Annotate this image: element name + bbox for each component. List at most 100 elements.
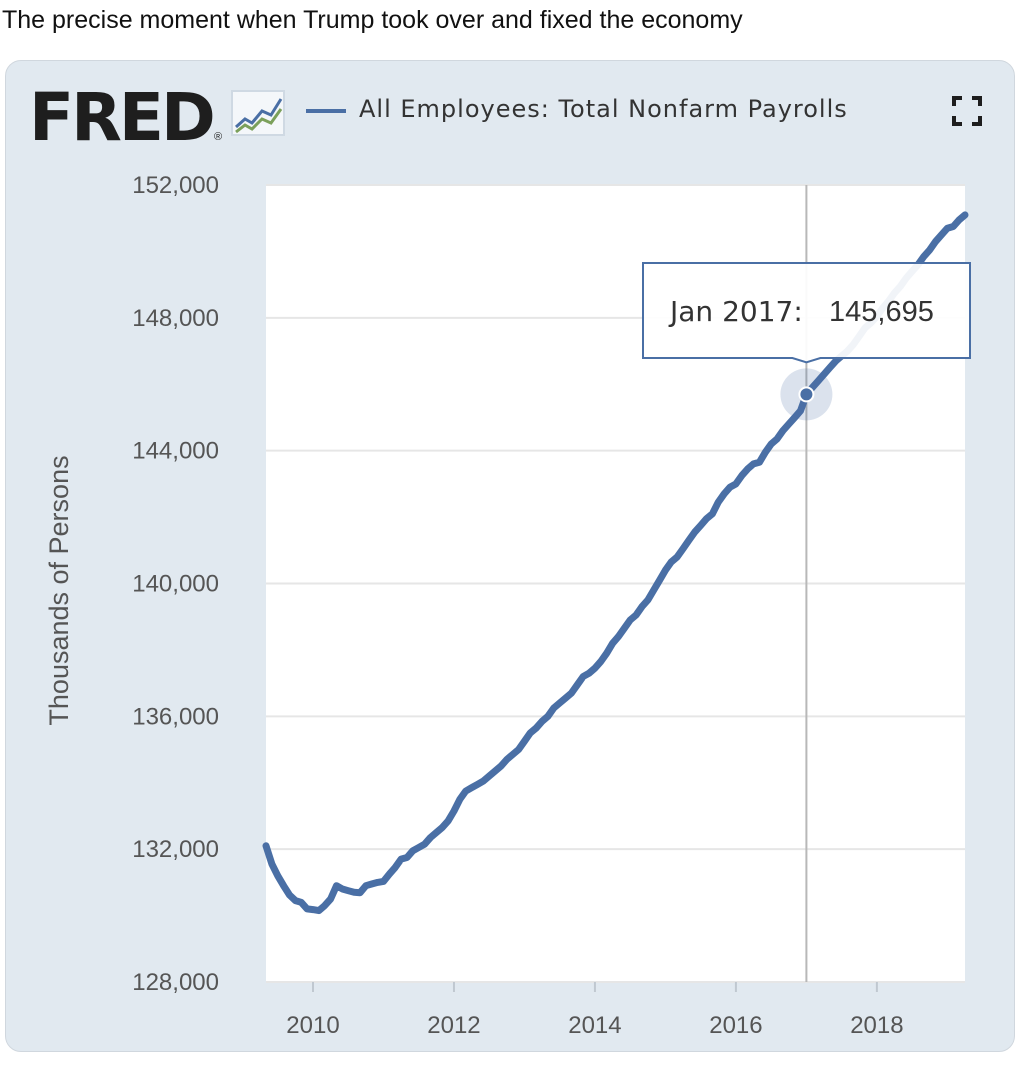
data-point bbox=[570, 692, 572, 694]
data-point bbox=[435, 832, 437, 834]
data-point bbox=[946, 227, 948, 229]
line-graph-icon bbox=[231, 90, 285, 136]
data-point bbox=[741, 475, 743, 477]
y-tick-label: 148,000 bbox=[132, 305, 219, 332]
data-point bbox=[711, 513, 713, 515]
data-point bbox=[623, 627, 625, 629]
y-tick-labels: 128,000 132,000 136,000 140,000 144,000 148,0… bbox=[132, 172, 219, 996]
data-point bbox=[688, 539, 690, 541]
legend-series-name[interactable]: All Employees: Total Nonfarm Payrolls bbox=[359, 95, 848, 123]
x-tick-label: 2018 bbox=[850, 1012, 903, 1039]
data-point bbox=[289, 894, 291, 896]
data-point bbox=[770, 443, 772, 445]
tooltip-box bbox=[642, 262, 971, 364]
data-point bbox=[371, 883, 373, 885]
data-point bbox=[465, 790, 467, 792]
data-point bbox=[318, 910, 320, 912]
data-point bbox=[294, 900, 296, 902]
data-point bbox=[365, 885, 367, 887]
data-point bbox=[594, 667, 596, 669]
x-tick-label: 2016 bbox=[709, 1012, 762, 1039]
y-tick-label: 140,000 bbox=[132, 571, 219, 598]
chart: 128,000 132,000 136,000 140,000 144,000 148,0… bbox=[44, 172, 971, 1039]
data-point bbox=[776, 438, 778, 440]
data-point bbox=[506, 759, 508, 761]
data-point bbox=[336, 885, 338, 887]
data-point bbox=[653, 589, 655, 591]
data-point bbox=[717, 501, 719, 503]
data-point bbox=[447, 820, 449, 822]
data-point bbox=[482, 780, 484, 782]
data-point bbox=[941, 234, 943, 236]
data-point bbox=[330, 898, 332, 900]
data-point bbox=[306, 908, 308, 910]
fred-registered-mark: ® bbox=[214, 131, 223, 143]
y-tick-label: 136,000 bbox=[132, 703, 219, 730]
data-point bbox=[829, 367, 831, 369]
data-point bbox=[529, 732, 531, 734]
tooltip-value: 145,695 bbox=[829, 296, 934, 328]
data-point bbox=[388, 873, 390, 875]
data-point bbox=[635, 614, 637, 616]
data-point bbox=[500, 765, 502, 767]
data-point bbox=[758, 461, 760, 463]
data-point bbox=[547, 715, 549, 717]
x-tick-labels: 2010 2012 2014 2016 2018 bbox=[286, 1012, 903, 1039]
fred-logo[interactable]: FRED bbox=[29, 79, 216, 156]
data-point bbox=[700, 524, 702, 526]
x-tick-label: 2012 bbox=[427, 1012, 480, 1039]
data-point bbox=[277, 875, 279, 877]
data-point bbox=[923, 255, 925, 257]
data-point bbox=[694, 531, 696, 533]
data-point bbox=[929, 249, 931, 251]
data-point bbox=[353, 891, 355, 893]
data-point bbox=[588, 672, 590, 674]
data-point bbox=[265, 845, 267, 847]
data-point bbox=[324, 905, 326, 907]
fullscreen-icon[interactable] bbox=[951, 95, 983, 127]
data-point bbox=[512, 754, 514, 756]
y-tick-label: 144,000 bbox=[132, 438, 219, 465]
data-point bbox=[283, 885, 285, 887]
data-point bbox=[394, 866, 396, 868]
data-point bbox=[676, 556, 678, 558]
data-point bbox=[383, 880, 385, 882]
data-point bbox=[400, 858, 402, 860]
y-tick-label: 128,000 bbox=[132, 969, 219, 996]
data-point bbox=[664, 569, 666, 571]
data-point bbox=[958, 219, 960, 221]
data-point bbox=[453, 810, 455, 812]
data-point bbox=[753, 463, 755, 465]
data-point bbox=[735, 483, 737, 485]
data-point bbox=[788, 423, 790, 425]
data-point bbox=[782, 430, 784, 432]
data-point bbox=[612, 642, 614, 644]
data-point bbox=[565, 697, 567, 699]
data-point bbox=[524, 740, 526, 742]
data-point bbox=[494, 770, 496, 772]
data-point bbox=[347, 890, 349, 892]
data-point bbox=[341, 888, 343, 890]
data-point bbox=[518, 749, 520, 751]
data-point bbox=[271, 863, 273, 865]
highlight-point[interactable] bbox=[798, 386, 815, 403]
data-point bbox=[682, 548, 684, 550]
data-point bbox=[835, 360, 837, 362]
y-tick-label: 152,000 bbox=[132, 172, 219, 199]
data-point bbox=[441, 827, 443, 829]
y-tick-label: 132,000 bbox=[132, 836, 219, 863]
data-point bbox=[559, 702, 561, 704]
data-point bbox=[418, 847, 420, 849]
data-point bbox=[952, 226, 954, 228]
data-point bbox=[406, 857, 408, 859]
data-point bbox=[412, 850, 414, 852]
tooltip-date: Jan 2017: bbox=[668, 295, 803, 328]
data-point bbox=[553, 707, 555, 709]
data-point bbox=[359, 892, 361, 894]
data-point bbox=[312, 909, 314, 911]
data-point bbox=[670, 561, 672, 563]
data-point bbox=[377, 881, 379, 883]
x-tick-label: 2010 bbox=[286, 1012, 339, 1039]
data-point bbox=[964, 214, 966, 216]
data-point bbox=[582, 676, 584, 678]
